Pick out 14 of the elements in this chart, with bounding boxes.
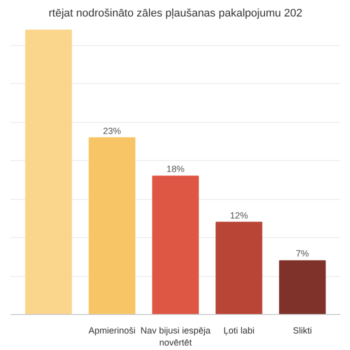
bar [216, 222, 262, 314]
data-label: 18% [166, 164, 185, 174]
bar [88, 137, 136, 314]
data-label: 7% [296, 248, 309, 259]
x-tick-label: Ļoti labi [223, 326, 254, 336]
bar [152, 176, 199, 314]
data-label: 23% [103, 126, 122, 136]
x-tick-label: Apmierinoši [88, 326, 136, 336]
x-tick-label: Nav bijusi iespēja novērtēt [140, 326, 211, 348]
x-tick-label: Slikti [292, 326, 312, 336]
data-label: 12% [230, 210, 248, 220]
chart-title: rtējat nodrošināto zāles pļaušanas pakalpojumu 202 [48, 8, 302, 20]
bar [25, 30, 72, 314]
bar [279, 260, 326, 314]
